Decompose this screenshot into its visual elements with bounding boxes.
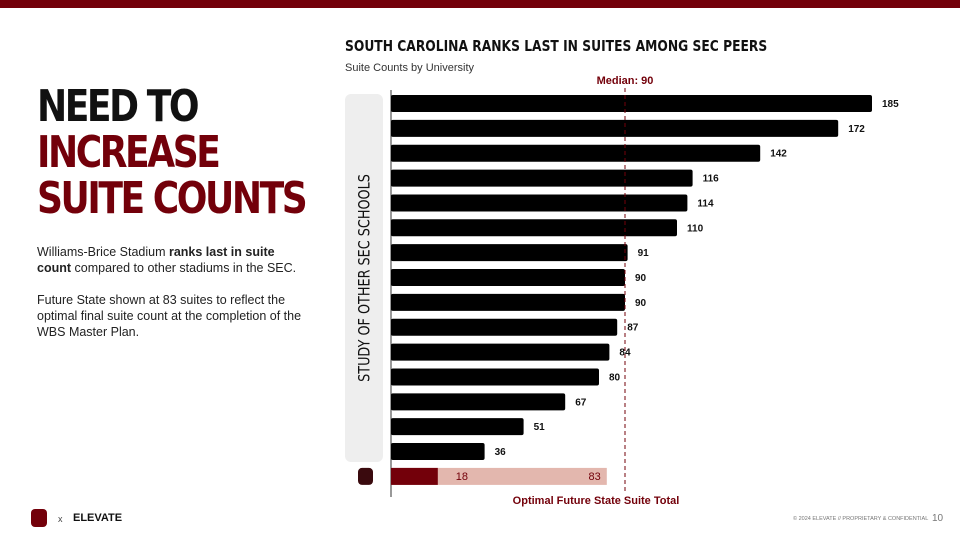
- page-number: 10: [932, 513, 944, 524]
- median-label: Median: 90: [597, 75, 654, 87]
- bar-value-label: 84: [619, 348, 631, 359]
- body-text: Williams-Brice Stadium ranks last in sui…: [37, 244, 302, 356]
- bar: [391, 169, 693, 187]
- bar: [391, 269, 625, 287]
- headline: NEED TO INCREASE SUITE COUNTS: [37, 81, 308, 224]
- headline-line-1: NEED TO: [37, 81, 200, 132]
- bar: [391, 95, 872, 112]
- body-text-1b: compared to other stadiums in the SEC.: [71, 261, 297, 275]
- bar-value-label: 51: [534, 422, 546, 433]
- bar: [391, 393, 566, 411]
- bar-value-label: 142: [770, 149, 787, 160]
- bar-value-label: 80: [609, 372, 621, 383]
- future-state-bar: [391, 467, 607, 485]
- bar: [391, 219, 677, 237]
- bar: [391, 194, 688, 212]
- footer-x: x: [58, 514, 63, 524]
- bar-value-label: 67: [575, 397, 587, 408]
- future-value-label: 83: [589, 471, 601, 483]
- headline-line-2: INCREASE: [37, 127, 221, 178]
- bar: [391, 244, 628, 262]
- group-label-box: [345, 94, 383, 462]
- bar: [391, 368, 599, 386]
- bar-value-label: 91: [638, 248, 650, 259]
- body-text-1-bold: ranks last in suite count: [37, 245, 275, 275]
- bar-value-label: 87: [627, 323, 639, 334]
- bar-value-label: 36: [495, 447, 507, 458]
- bar: [391, 443, 485, 461]
- current-value-label: 18: [456, 471, 468, 483]
- bar-value-label: 90: [635, 298, 647, 309]
- bar: [391, 343, 610, 361]
- bar: [391, 318, 618, 336]
- gamecock-logo-icon: [31, 509, 47, 527]
- bar: [391, 119, 839, 137]
- copyright: © 2024 ELEVATE // PROPRIETARY & CONFIDEN…: [793, 516, 929, 522]
- chart-subtitle: Suite Counts by University: [345, 62, 474, 74]
- future-state-label: Optimal Future State Suite Total: [513, 495, 680, 507]
- bar: [391, 418, 524, 436]
- bar-value-label: 110: [687, 223, 704, 234]
- current-state-bar: [391, 467, 438, 485]
- chart-title: SOUTH CAROLINA RANKS LAST IN SUITES AMON…: [345, 37, 768, 55]
- headline-line-3: SUITE COUNTS: [37, 173, 308, 224]
- bar-value-label: 172: [848, 124, 865, 135]
- elevate-logo: ELEVATE: [73, 512, 123, 524]
- bar-value-label: 90: [635, 273, 647, 284]
- bar: [391, 144, 761, 162]
- bar-value-label: 185: [882, 99, 899, 110]
- body-text-2: Future State shown at 83 suites to refle…: [37, 293, 302, 339]
- south-carolina-logo-icon: [358, 467, 373, 485]
- top-brand-bar: [0, 0, 960, 8]
- body-text-1a: Williams-Brice Stadium: [37, 245, 169, 259]
- bar-value-label: 114: [697, 198, 714, 209]
- bar-value-label: 116: [703, 174, 720, 185]
- bar: [391, 293, 625, 311]
